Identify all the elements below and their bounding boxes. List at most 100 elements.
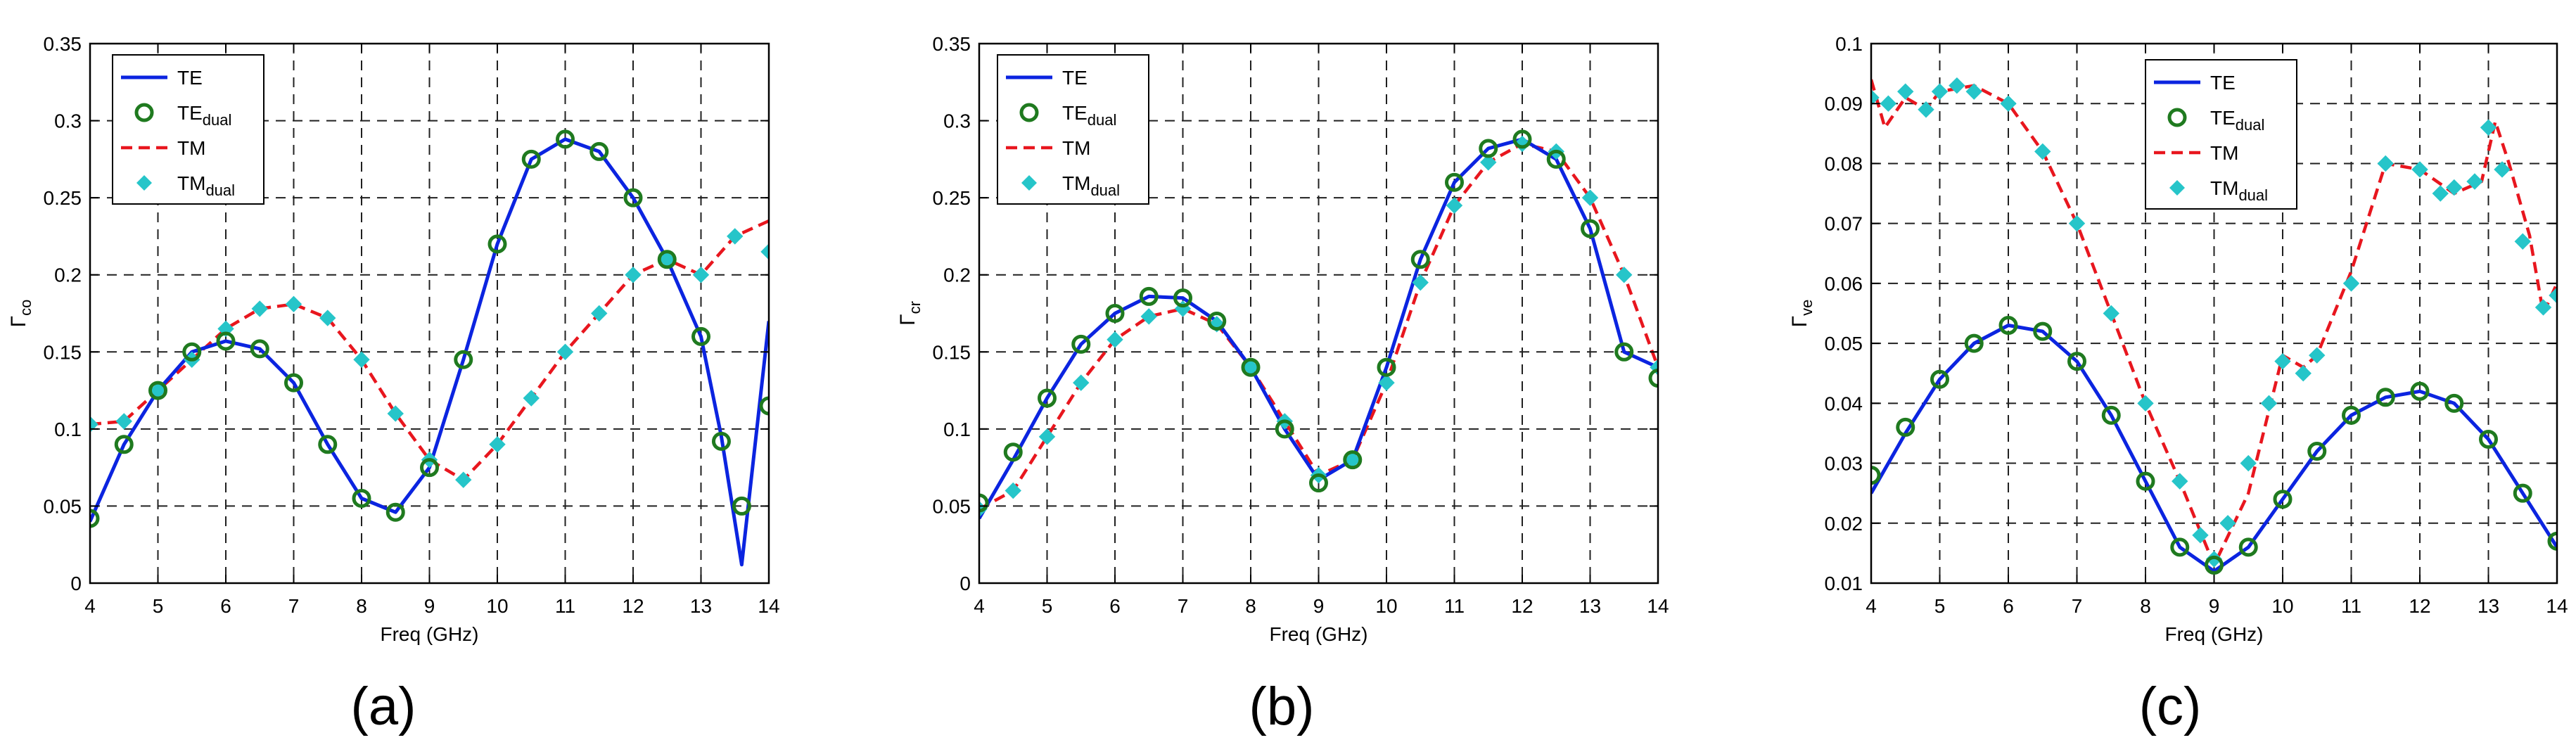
- legend-label: TE: [1062, 67, 1088, 89]
- series-group: [1871, 77, 2557, 575]
- tm-dual-marker: [2480, 119, 2497, 136]
- legend-label: TEdual: [1062, 102, 1116, 129]
- te-dual-marker: [1871, 466, 1881, 485]
- panel-a: 4 5 6 7 8 9 10 11 12 13 14 0 0.05 0.1 0.15 0.2 0.25 0.3 0.…: [7, 33, 780, 736]
- te-dual-marker: [1105, 304, 1125, 323]
- te-dual-marker: [385, 502, 405, 522]
- panel-caption: (b): [1249, 677, 1315, 736]
- tm-dual-marker: [1897, 83, 1914, 100]
- te-dual-marker: [759, 396, 769, 416]
- y-tick-label: 0.35: [933, 33, 971, 55]
- y-tick-label: 0.05: [44, 495, 82, 517]
- x-tick-label: 8: [1245, 595, 1256, 617]
- x-tick-label: 12: [1511, 595, 1533, 617]
- te-dual-marker: [352, 488, 371, 508]
- x-tick-label: 7: [1178, 595, 1189, 617]
- tm-dual-marker: [1949, 77, 1965, 94]
- tm-dual-marker: [2549, 287, 2557, 304]
- tm-dual-marker: [1038, 428, 1056, 445]
- tm-dual-marker: [1005, 482, 1021, 499]
- y-tick-label: 0.2: [54, 264, 82, 286]
- y-tick-label: 0.07: [1825, 213, 1863, 235]
- tm-dual-marker: [387, 405, 404, 422]
- tm-dual-marker: [1880, 95, 1897, 112]
- panel-caption: (c): [2139, 677, 2202, 736]
- x-tick-label: 12: [2409, 595, 2430, 617]
- x-tick-label: 14: [2546, 595, 2568, 617]
- legend-label: TMdual: [1062, 172, 1120, 199]
- x-axis-label: Freq (GHz): [1270, 623, 1368, 645]
- te-dual-marker: [1410, 250, 1430, 269]
- te-dual-marker: [2170, 537, 2190, 557]
- te-dual-marker: [1139, 286, 1159, 306]
- x-tick-label: 10: [486, 595, 508, 617]
- te-dual-marker: [589, 141, 609, 161]
- te-dual-marker: [2342, 405, 2361, 425]
- x-tick-label: 11: [1444, 595, 1465, 617]
- tm-dual-marker: [2172, 473, 2188, 490]
- legend-tm-dual-swatch: [1021, 175, 1037, 191]
- y-tick-label: 0.1: [54, 419, 82, 440]
- legend-label: TMdual: [177, 172, 235, 199]
- tm-dual-marker: [1581, 189, 1599, 206]
- te-dual-marker: [657, 250, 677, 269]
- tm-dual-marker: [692, 267, 710, 283]
- x-tick-label: 14: [758, 595, 779, 617]
- tm-dual-marker: [90, 416, 98, 433]
- ticks: 4 5 6 7 8 9 10 11 12 13 14 0 0.05 0.1 0.15 0.2 0.25 0.3 0.…: [933, 33, 1669, 617]
- tm-dual-marker: [1965, 83, 1982, 100]
- y-axis-label: Γco: [7, 300, 34, 328]
- te-dual-marker: [1207, 311, 1227, 331]
- y-tick-label: 0.15: [933, 341, 971, 363]
- x-axis-label: Freq (GHz): [381, 623, 479, 645]
- te-dual-marker: [2479, 429, 2498, 449]
- legend-label: TM: [2210, 142, 2238, 164]
- legend: TE TEdual TM TMdual: [997, 54, 1149, 205]
- te-dual-marker: [1377, 357, 1396, 377]
- tm-dual-marker: [251, 300, 268, 317]
- te-dual-marker: [1896, 417, 1915, 437]
- x-tick-label: 10: [2271, 595, 2293, 617]
- x-tick-label: 6: [2003, 595, 2014, 617]
- te-dual-marker: [1614, 342, 1634, 362]
- te-dual-marker: [1343, 450, 1363, 470]
- y-tick-label: 0: [70, 573, 82, 594]
- tm-dual-marker: [2000, 95, 2017, 112]
- y-tick-label: 0.09: [1825, 93, 1863, 115]
- te-dual-marker: [2547, 531, 2557, 551]
- te-dual-marker: [420, 458, 439, 478]
- tm-dual-marker: [760, 243, 769, 260]
- te-dual-marker: [1964, 333, 1984, 353]
- x-tick-label: 13: [1579, 595, 1601, 617]
- te-dual-marker: [1309, 473, 1328, 493]
- te-dual-marker: [1038, 388, 1057, 408]
- te-dual-marker: [691, 326, 710, 346]
- te-dual-marker: [216, 331, 236, 351]
- x-tick-label: 12: [622, 595, 644, 617]
- y-tick-label: 0.2: [943, 264, 971, 286]
- tm-dual-marker: [1480, 154, 1497, 171]
- panel-b: 4 5 6 7 8 9 10 11 12 13 14 0 0.05 0.1 0.15 0.2 0.25 0.3 0.…: [896, 33, 1669, 736]
- tm-dual-marker: [2432, 185, 2449, 202]
- x-axis-label: Freq (GHz): [2165, 623, 2264, 645]
- tm-dual-marker: [1446, 197, 1463, 214]
- x-tick-label: 11: [2341, 595, 2361, 617]
- te-dual-marker: [1445, 172, 1464, 192]
- x-tick-label: 8: [356, 595, 367, 617]
- x-tick-label: 4: [974, 595, 985, 617]
- te-dual-marker: [1648, 369, 1658, 388]
- te-dual-marker: [2513, 483, 2532, 503]
- tm-dual-marker: [2260, 395, 2278, 412]
- tm-dual-marker: [2137, 395, 2154, 412]
- te-dual-marker: [182, 342, 202, 362]
- te-dual-marker: [454, 350, 473, 369]
- legend: TE TEdual TM TMdual: [2145, 59, 2297, 210]
- legend-box: [2145, 59, 2297, 210]
- tm-dual-marker: [319, 310, 336, 326]
- x-tick-label: 6: [1109, 595, 1121, 617]
- x-tick-label: 11: [555, 595, 575, 617]
- te-dual-marker: [1512, 129, 1532, 149]
- te-dual-marker: [1241, 357, 1261, 377]
- ticks: 4 5 6 7 8 9 10 11 12 13 14 0.01 0.02 0.03 0.04 0.05 0.06…: [1825, 33, 2568, 617]
- te-dual-marker: [284, 373, 303, 393]
